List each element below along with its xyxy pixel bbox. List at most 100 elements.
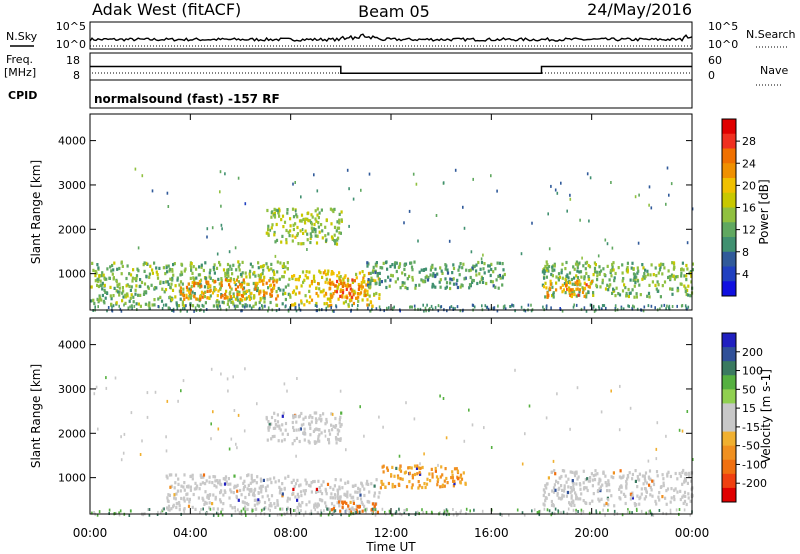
data-cell (302, 217, 305, 221)
data-cell (419, 462, 421, 466)
data-cell (237, 260, 240, 264)
data-cell (575, 493, 578, 497)
data-cell (241, 500, 244, 504)
data-cell (566, 490, 569, 495)
data-cell (552, 292, 555, 296)
data-cell (199, 474, 203, 478)
data-cell (565, 283, 568, 287)
data-cell (639, 495, 642, 499)
data-cell (579, 497, 582, 501)
data-cell (560, 268, 563, 272)
freq-label: Freq. (6, 53, 33, 66)
data-cell (189, 485, 192, 489)
data-cell (542, 285, 546, 289)
data-cell (229, 279, 232, 283)
data-cell (228, 298, 231, 302)
data-cell (292, 416, 295, 420)
data-cell (191, 304, 195, 308)
data-cell (341, 295, 344, 299)
data-cell (143, 282, 147, 286)
data-cell (257, 261, 260, 265)
data-cell (207, 280, 210, 284)
data-cell (129, 288, 132, 292)
data-cell (271, 223, 274, 227)
data-cell (611, 265, 614, 269)
data-cell (161, 287, 164, 291)
data-cell (444, 263, 447, 267)
data-cell (216, 294, 219, 298)
data-cell (303, 278, 306, 282)
data-cell (361, 270, 364, 274)
data-cell (490, 262, 493, 266)
data-cell (397, 476, 400, 480)
data-cell (687, 492, 690, 496)
data-cell (204, 500, 207, 504)
data-cell (277, 209, 279, 213)
data-cell (254, 287, 257, 291)
data-cell (98, 294, 101, 298)
data-cell (572, 488, 575, 492)
data-cell (585, 260, 589, 264)
data-cell (128, 272, 131, 276)
data-cell (302, 422, 305, 426)
data-cell (206, 289, 209, 293)
data-cell (453, 479, 456, 483)
data-cell (298, 275, 301, 279)
freq-left-tick-bottom: 8 (73, 69, 80, 82)
data-cell (334, 242, 337, 246)
data-cell (298, 291, 301, 295)
data-cell (655, 457, 658, 461)
data-cell (337, 297, 340, 301)
data-cell (437, 309, 440, 313)
data-cell (420, 268, 423, 272)
data-cell (681, 429, 684, 433)
data-cell (681, 495, 684, 499)
data-cell (306, 276, 309, 280)
data-cell (683, 479, 686, 483)
data-cell (270, 288, 273, 292)
data-cell (139, 284, 142, 288)
data-cell (310, 509, 313, 513)
data-cell (118, 304, 120, 308)
data-cell (643, 477, 646, 481)
beam-title: Beam 05 (358, 2, 430, 21)
data-cell (207, 284, 210, 289)
data-cell (626, 477, 629, 481)
data-cell (284, 428, 287, 432)
data-cell (151, 189, 154, 193)
data-cell (571, 290, 574, 294)
data-cell (128, 284, 131, 288)
data-cell (669, 511, 672, 515)
data-cell (339, 495, 342, 499)
data-cell (490, 267, 493, 272)
data-cell (640, 492, 643, 496)
data-cell (685, 502, 688, 507)
data-cell (334, 478, 337, 482)
data-cell (229, 264, 232, 268)
data-cell (602, 267, 605, 271)
data-cell (121, 286, 124, 290)
data-cell (326, 482, 330, 486)
data-cell (243, 297, 246, 301)
time-axis-ticks: 00:00 04:00 08:00 12:00 16:00 20:00 00:00 (73, 114, 709, 540)
data-cell (284, 291, 287, 295)
data-cell (388, 306, 390, 310)
data-cell (411, 473, 414, 477)
data-cell (555, 479, 558, 483)
data-cell (310, 279, 314, 284)
colorbar-swatch (722, 237, 736, 253)
data-cell (182, 287, 185, 291)
data-cell (415, 182, 418, 186)
data-cell (569, 490, 572, 495)
data-cell (212, 265, 215, 270)
data-cell (406, 277, 409, 281)
data-cell (309, 484, 312, 488)
data-cell (523, 513, 526, 517)
data-cell (179, 286, 182, 290)
data-cell (234, 246, 237, 250)
data-cell (681, 470, 684, 475)
data-cell (552, 490, 556, 494)
data-cell (276, 413, 279, 417)
data-cell (605, 501, 608, 506)
